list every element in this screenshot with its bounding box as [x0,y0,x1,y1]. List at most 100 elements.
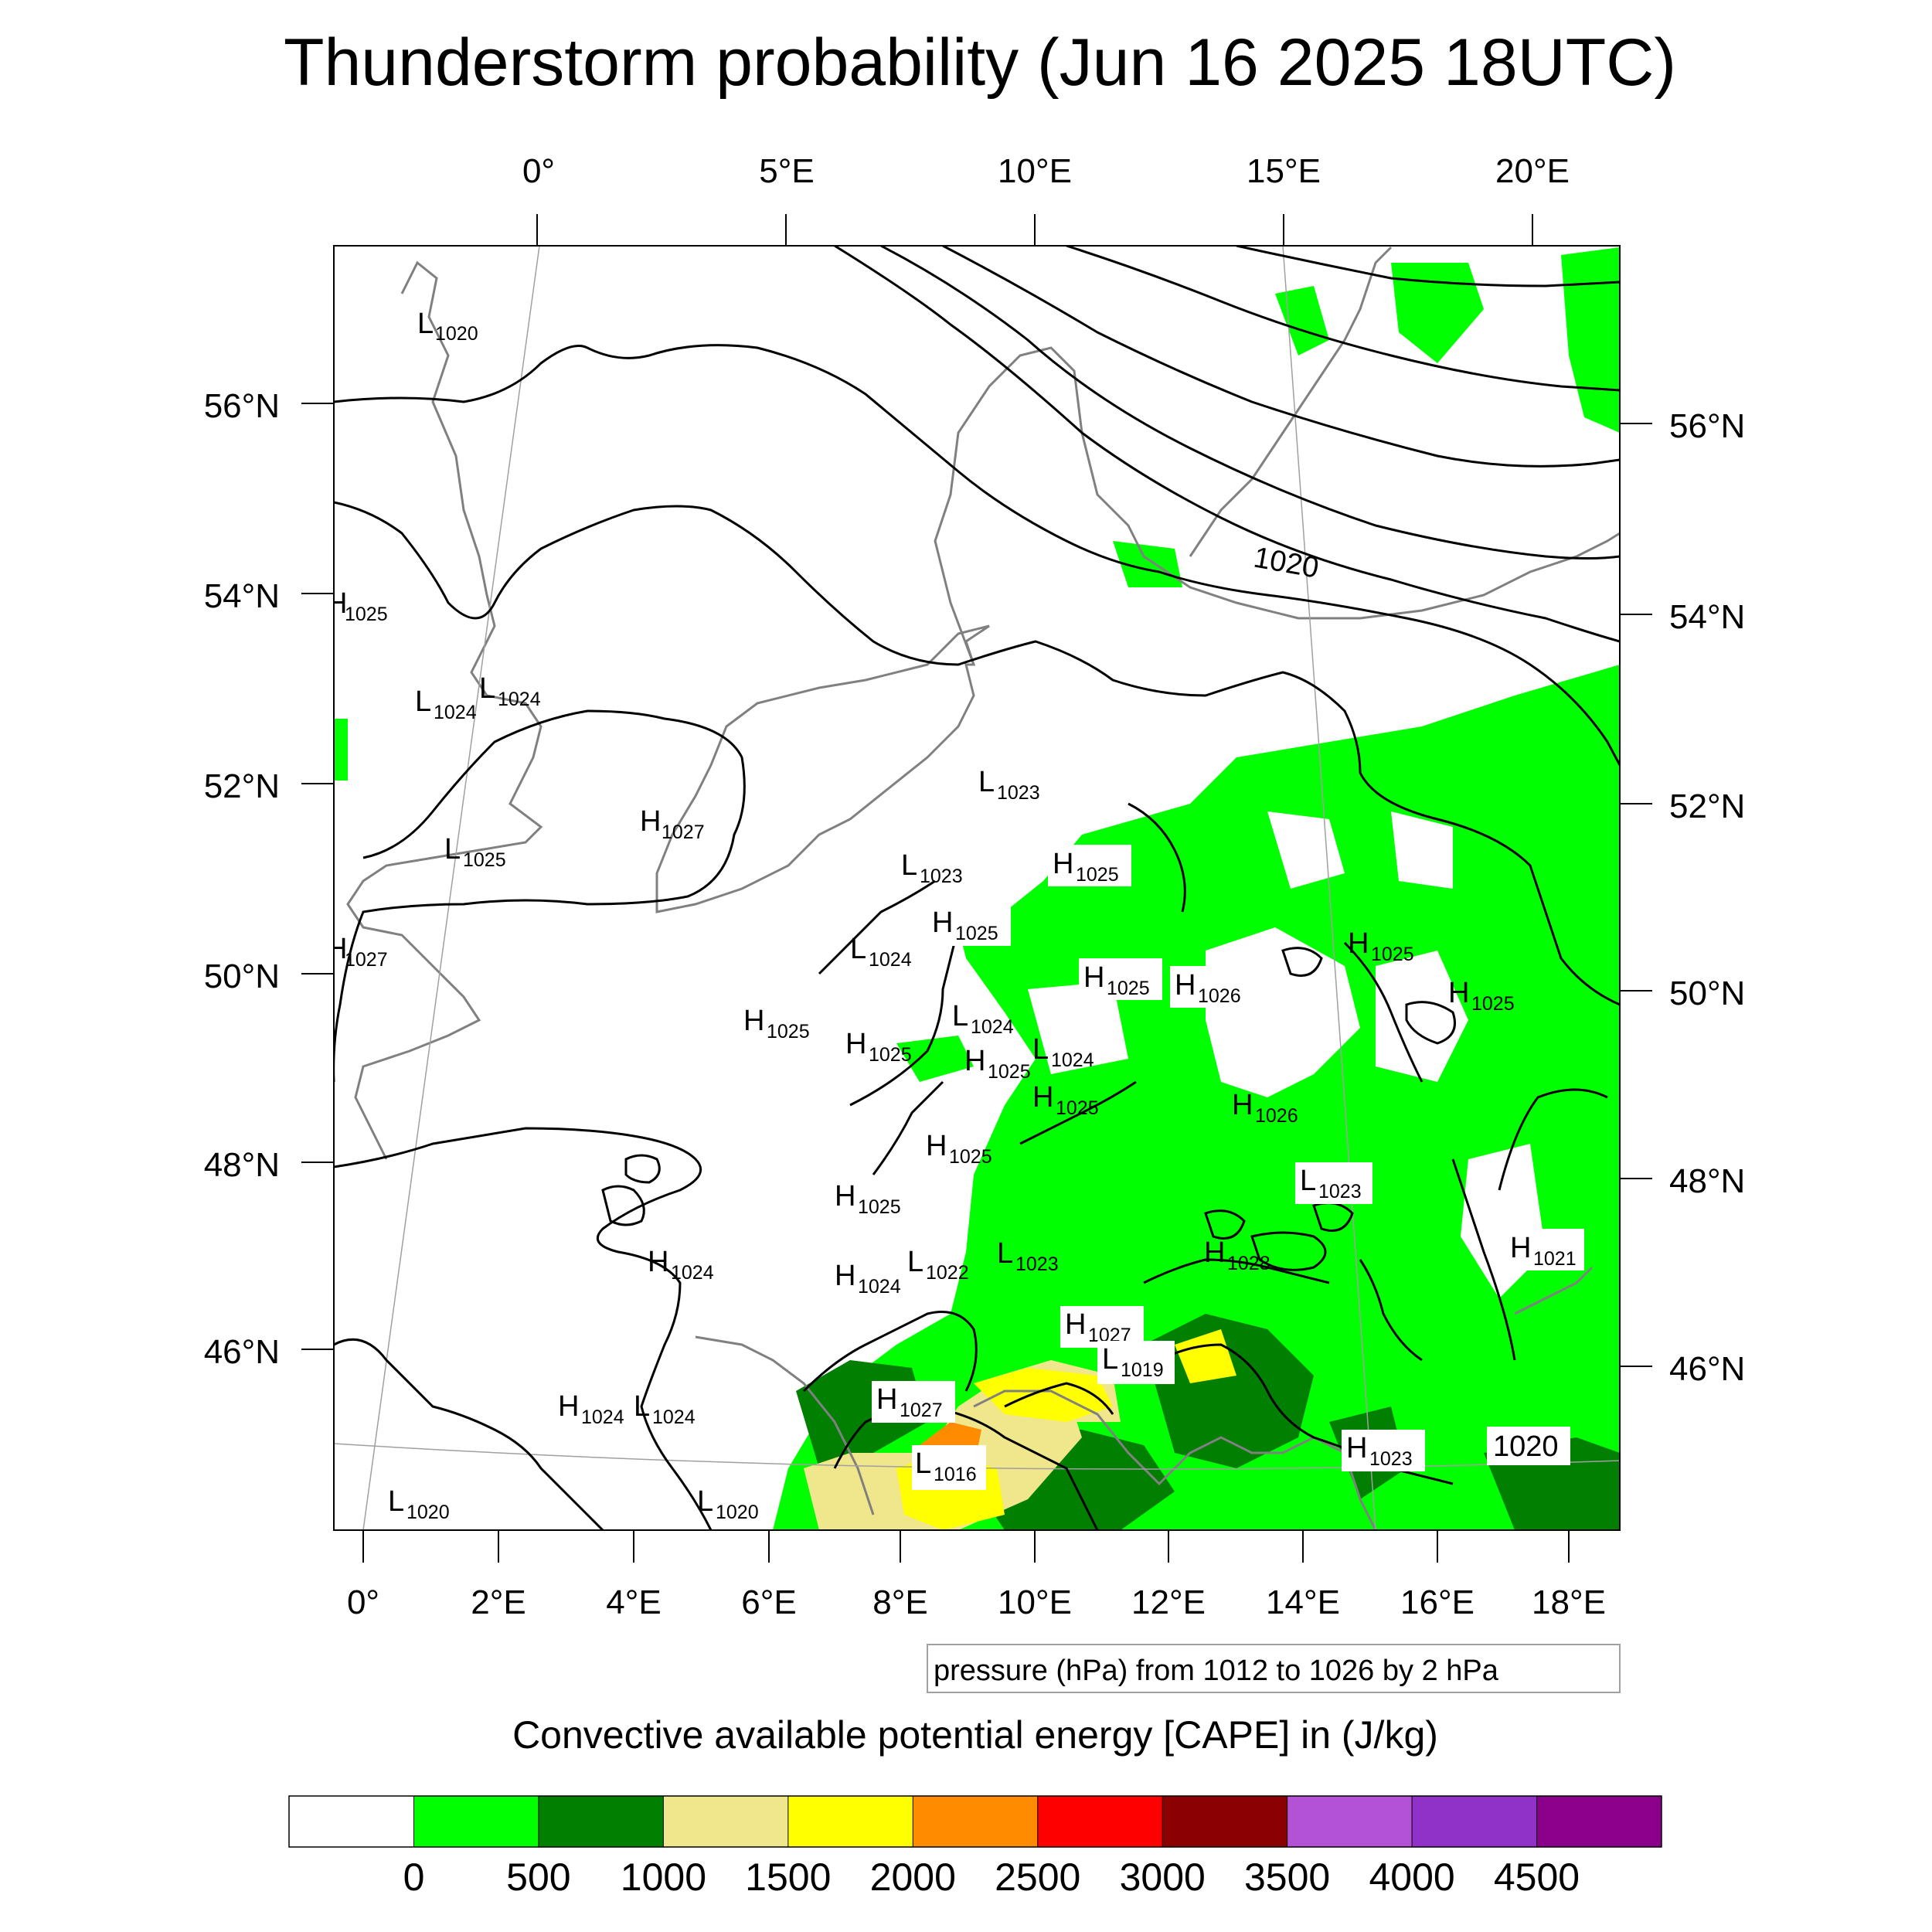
left-lat-label: 54°N [204,577,280,615]
svg-text:1024: 1024 [652,1406,696,1428]
pressure-center: L 1022 [907,1246,969,1284]
right-lat-label: 46°N [1669,1350,1745,1388]
map-title: Thunderstorm probability (Jun 16 2025 18… [284,26,1676,100]
colorbar-tick-label: 500 [506,1855,570,1899]
isobar-label: 1020 [1493,1430,1559,1463]
svg-text:L: L [415,685,431,718]
colorbar-swatch [1162,1796,1288,1847]
svg-text:1020: 1020 [406,1502,450,1523]
bottom-lon-label: 18°E [1532,1583,1606,1621]
svg-text:1016: 1016 [934,1464,977,1485]
svg-text:H: H [835,1260,855,1292]
left-lat-label: 56°N [204,387,280,425]
right-lat-label: 48°N [1669,1162,1745,1200]
right-latitude-axis [1620,423,1652,1367]
svg-text:L: L [978,766,995,798]
svg-text:H: H [1448,977,1469,1009]
svg-text:H: H [1204,1236,1225,1269]
pressure-center: H 1023 [1346,1432,1413,1470]
svg-text:H: H [964,1045,985,1077]
pressure-center: H 1024 [835,1260,901,1298]
svg-text:L: L [417,308,434,340]
pressure-center: L 1023 [997,1237,1059,1275]
svg-text:1024: 1024 [971,1016,1014,1038]
colorbar [288,1795,1662,1848]
svg-text:1025: 1025 [1471,993,1515,1015]
svg-text:L: L [634,1390,650,1423]
svg-text:1025: 1025 [988,1061,1031,1083]
svg-text:H: H [1065,1308,1086,1341]
left-lat-label: 50°N [204,957,280,995]
svg-text:L: L [907,1246,923,1278]
left-latitude-axis [301,403,334,1350]
svg-text:1025: 1025 [1056,1097,1099,1119]
colorbar-tick-label: 0 [403,1855,425,1899]
svg-text:H: H [1232,1089,1253,1121]
svg-text:1025: 1025 [1107,978,1150,999]
svg-text:1028: 1028 [1227,1253,1270,1274]
svg-text:1026: 1026 [1198,985,1241,1007]
svg-text:L: L [444,833,461,866]
svg-text:1027: 1027 [662,821,705,843]
svg-text:1023: 1023 [1369,1448,1413,1470]
top-lon-label: 0° [522,152,555,190]
svg-text:1025: 1025 [869,1044,912,1066]
svg-text:L: L [901,849,917,882]
svg-text:H: H [1083,961,1104,994]
colorbar-tick-label: 2500 [995,1855,1080,1899]
svg-text:1023: 1023 [997,782,1040,804]
bottom-lon-label: 14°E [1266,1583,1340,1621]
pressure-center: L 1025 [444,833,506,871]
svg-text:1021: 1021 [1533,1248,1577,1270]
pressure-center: L 1024 [479,672,541,710]
svg-text:1024: 1024 [581,1406,624,1428]
svg-text:H: H [640,805,661,838]
svg-text:1023: 1023 [1015,1253,1059,1275]
svg-text:H: H [1175,969,1196,1002]
bottom-lon-label: 0° [347,1583,379,1621]
bottom-lon-label: 12°E [1131,1583,1206,1621]
svg-text:1025: 1025 [1076,864,1119,886]
top-lon-label: 10°E [998,152,1072,190]
bottom-lon-label: 6°E [741,1583,796,1621]
pressure-center: H 1024 [648,1246,714,1284]
colorbar-tick-label: 2000 [870,1855,956,1899]
colorbar-swatch [663,1796,789,1847]
bottom-lon-label: 8°E [872,1583,927,1621]
top-lon-label: 15°E [1247,152,1321,190]
colorbar-title: Convective available potential energy [C… [512,1713,1438,1757]
svg-text:H: H [926,1130,947,1162]
svg-text:1025: 1025 [1371,944,1414,965]
svg-text:H: H [1348,927,1369,960]
svg-text:L: L [1102,1343,1118,1376]
svg-text:L: L [915,1447,931,1480]
colorbar-swatch [538,1796,664,1847]
top-lon-label: 5°E [759,152,814,190]
svg-text:H: H [648,1246,668,1278]
pressure-center: L 1023 [1300,1165,1362,1202]
isobars [334,246,1620,1530]
svg-text:1023: 1023 [920,866,963,887]
colorbar-tick-label: 1500 [745,1855,831,1899]
pressure-center: L 1024 [850,933,912,971]
svg-text:1025: 1025 [345,604,388,625]
svg-text:1025: 1025 [858,1196,901,1218]
svg-text:1027: 1027 [900,1400,943,1421]
colorbar-ticks: 0 500 1000 1500 2000 2500 3000 3500 4000 4500 [403,1855,1580,1899]
bottom-longitude-axis [362,1530,1570,1563]
svg-text:L: L [479,672,495,705]
svg-text:H: H [326,933,347,965]
svg-text:1024: 1024 [1051,1049,1094,1071]
pressure-center: L 1024 [415,685,477,723]
